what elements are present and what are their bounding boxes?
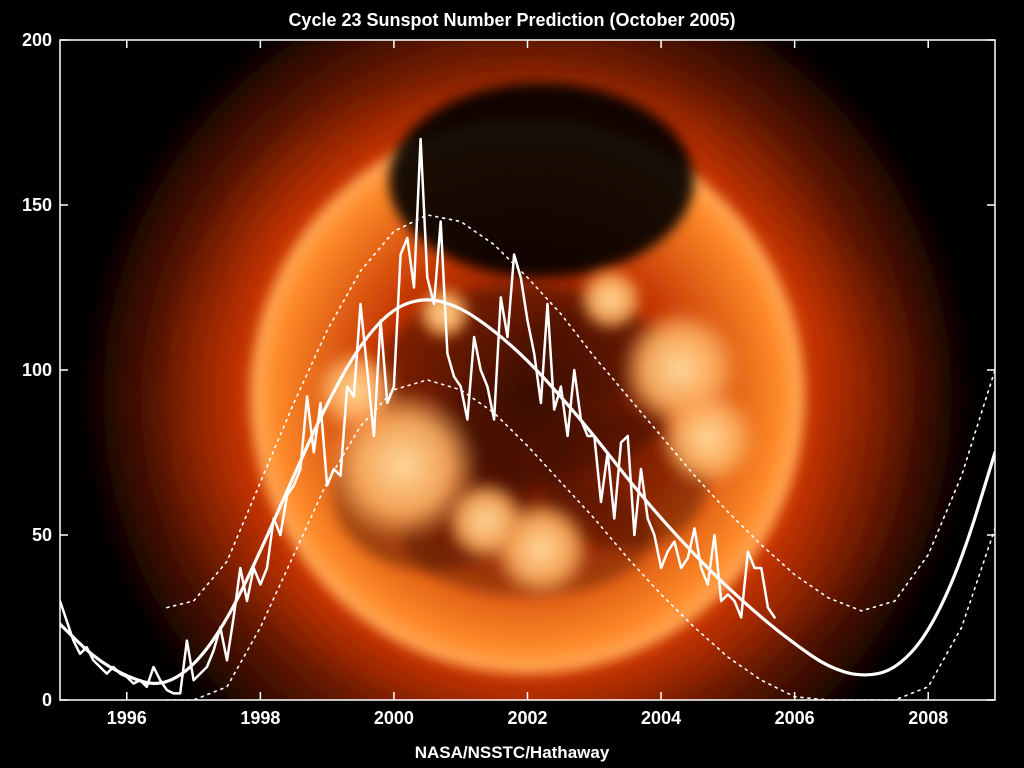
x-tick-label: 1998 — [240, 708, 280, 728]
x-tick-label: 2004 — [641, 708, 681, 728]
y-tick-label: 200 — [22, 30, 52, 50]
y-tick-label: 100 — [22, 360, 52, 380]
sun-background — [98, 0, 957, 768]
chart-title: Cycle 23 Sunspot Number Prediction (Octo… — [288, 10, 735, 30]
x-tick-label: 1996 — [107, 708, 147, 728]
chart-container: 0 50 100 150 200 1996 1998 2000 2002 2004 2006 2008… — [0, 0, 1024, 768]
y-tick-label: 150 — [22, 195, 52, 215]
x-tick-label: 2006 — [775, 708, 815, 728]
x-tick-label: 2000 — [374, 708, 414, 728]
chart-credit: NASA/NSSTC/Hathaway — [415, 743, 610, 762]
chart-svg: 0 50 100 150 200 1996 1998 2000 2002 2004 2006 2008… — [0, 0, 1024, 768]
x-tick-label: 2002 — [507, 708, 547, 728]
y-tick-label: 0 — [42, 690, 52, 710]
x-tick-label: 2008 — [908, 708, 948, 728]
y-tick-label: 50 — [32, 525, 52, 545]
